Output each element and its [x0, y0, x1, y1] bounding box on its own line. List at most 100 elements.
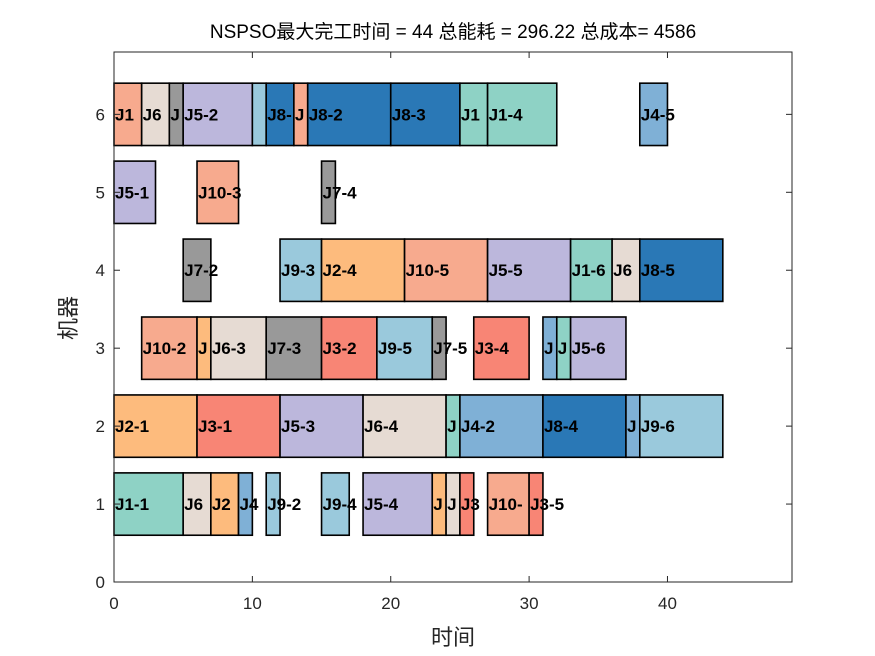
task-label: J1-6	[572, 261, 606, 280]
task-bar	[569, 316, 627, 381]
task-label: J	[295, 105, 304, 124]
task-label: J3-2	[323, 339, 357, 358]
task-label: J2-1	[115, 417, 149, 436]
x-tick-label: 0	[109, 594, 118, 613]
x-tick-label: 20	[381, 594, 400, 613]
task-bar	[431, 316, 447, 381]
task-label: J5-2	[184, 105, 218, 124]
task-bar	[638, 238, 724, 303]
task-bar	[210, 316, 268, 381]
task-bar	[265, 316, 323, 381]
task-label: J	[433, 495, 442, 514]
task-bar	[362, 394, 447, 459]
task-label: J8-5	[641, 261, 675, 280]
task-label: J9-4	[323, 495, 358, 514]
task-bar	[459, 394, 544, 459]
y-axis: 0 1 2 3 4 5 6	[96, 105, 792, 592]
task-label: J3-5	[530, 495, 564, 514]
task-label: J6	[613, 261, 632, 280]
task-bar	[569, 238, 613, 303]
task-bars	[113, 82, 724, 537]
task-label: J	[447, 495, 456, 514]
task-label: J9-5	[378, 339, 412, 358]
y-tick-label: 3	[96, 339, 105, 358]
task-label: J7-2	[184, 261, 218, 280]
task-bar	[196, 394, 281, 459]
task-label: J5-5	[489, 261, 523, 280]
task-bar	[376, 316, 434, 381]
task-label: J	[447, 417, 456, 436]
x-axis: 0 10 20 30 40	[109, 52, 677, 613]
x-tick-label: 10	[243, 594, 262, 613]
task-bar	[403, 238, 489, 303]
task-label: J	[198, 339, 207, 358]
task-labels: J1-1 J6 J2 J4 J9-2 J9-4 J5-4 J J J3 J10- J3-5J2-1 J3…	[115, 105, 675, 514]
task-bar	[459, 472, 475, 537]
task-bar	[638, 394, 724, 459]
task-bar	[486, 472, 530, 537]
task-label: J1-4	[489, 105, 524, 124]
chart-title: NSPSO最大完工时间 = 44 总能耗 = 296.22 总成本= 4586	[210, 21, 696, 43]
task-label: J9-2	[267, 495, 301, 514]
task-bar	[320, 160, 337, 225]
task-label: J	[544, 339, 553, 358]
task-label: J8-2	[309, 105, 343, 124]
task-bar	[113, 394, 198, 459]
task-label: J9-6	[641, 417, 675, 436]
task-label: J1-1	[115, 495, 149, 514]
y-tick-label: 1	[96, 495, 105, 514]
task-label: J1	[461, 105, 480, 124]
task-label: J6	[184, 495, 203, 514]
task-label: J3-1	[198, 417, 232, 436]
task-bar	[237, 472, 254, 537]
task-label: J1	[115, 105, 134, 124]
task-label: J5-3	[281, 417, 315, 436]
task-bar	[251, 82, 268, 147]
task-label: J9-3	[281, 261, 315, 280]
task-label: J5-6	[572, 339, 606, 358]
task-label: J10-5	[406, 261, 449, 280]
task-label: J10-	[489, 495, 523, 514]
task-bar	[279, 238, 323, 303]
task-label: J5-1	[115, 183, 149, 202]
task-bar	[182, 238, 212, 303]
task-bar	[528, 472, 544, 537]
task-label: J4	[240, 495, 259, 514]
task-label: J8-	[267, 105, 292, 124]
task-label: J4-5	[641, 105, 675, 124]
plot-frame	[113, 51, 793, 583]
task-label: J7-5	[433, 339, 467, 358]
task-label: J3	[461, 495, 480, 514]
task-bar	[140, 316, 198, 381]
task-bar	[140, 82, 171, 147]
y-tick-label: 2	[96, 417, 105, 436]
task-label: J	[558, 339, 567, 358]
task-label: J7-3	[267, 339, 301, 358]
task-label: J10-3	[198, 183, 241, 202]
task-bar	[113, 472, 184, 537]
x-axis-label: 时间	[431, 626, 475, 651]
task-bar	[486, 82, 558, 147]
task-label: J8-4	[544, 417, 579, 436]
task-label: J6	[143, 105, 162, 124]
task-bar	[265, 472, 281, 537]
task-bar	[196, 160, 240, 225]
y-tick-label: 0	[96, 573, 105, 592]
x-tick-label: 40	[658, 594, 677, 613]
task-label: J4-2	[461, 417, 495, 436]
y-tick-label: 6	[96, 105, 105, 124]
y-tick-label: 4	[96, 261, 105, 280]
task-label: J6-3	[212, 339, 246, 358]
y-axis-label: 机器	[57, 296, 82, 340]
x-tick-label: 30	[520, 594, 539, 613]
task-label: J5-4	[364, 495, 399, 514]
task-label: J10-2	[143, 339, 186, 358]
task-label: J	[170, 105, 179, 124]
task-bar	[279, 394, 364, 459]
task-bar	[389, 82, 461, 147]
task-label: J8-3	[392, 105, 426, 124]
task-bar	[320, 316, 378, 381]
task-label: J7-4	[323, 183, 358, 202]
task-label: J2	[212, 495, 231, 514]
